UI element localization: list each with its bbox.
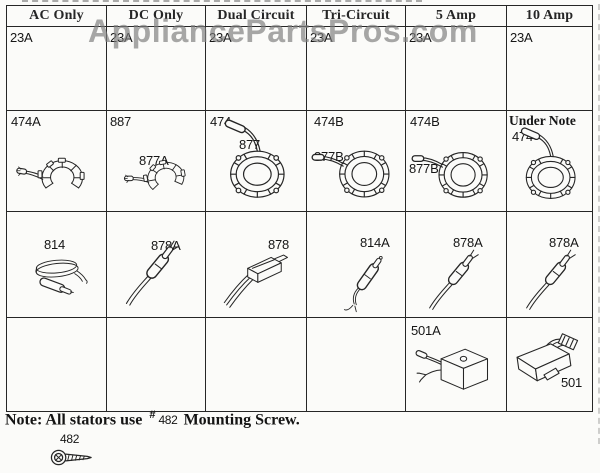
- part-number: 23A: [10, 30, 33, 45]
- column-header-dc-only: DC Only: [107, 6, 206, 27]
- table-cell: Under Note 474: [507, 111, 592, 212]
- hash-symbol: #: [149, 409, 156, 421]
- part-number: 482: [60, 432, 80, 446]
- table-cell: 474 877: [206, 111, 307, 212]
- part-number: 887: [110, 114, 132, 129]
- table-cell: [206, 318, 307, 411]
- plug-connector-drawing: [208, 234, 303, 312]
- regulator-box-drawing: [507, 322, 591, 406]
- table-cell: 23A: [7, 27, 107, 111]
- part-number: 878A: [549, 235, 579, 250]
- part-number: 23A: [110, 30, 133, 45]
- table-cell: [7, 318, 107, 411]
- wire-connector-drawing: [115, 226, 197, 312]
- table-cell: 501: [507, 318, 592, 411]
- table-cell: 23A: [406, 27, 507, 111]
- part-number: 878A: [453, 235, 483, 250]
- table-cell: 878A: [507, 212, 592, 318]
- table-cell: 878A: [107, 212, 206, 318]
- regulator-box-drawing: [406, 330, 505, 410]
- table-cell: 23A: [307, 27, 406, 111]
- table-cell: 814A: [307, 212, 406, 318]
- part-number: 23A: [209, 30, 232, 45]
- part-number: 474A: [11, 114, 41, 129]
- column-header-ac-only: AC Only: [7, 6, 107, 27]
- note-text: Note: All stators use: [5, 411, 143, 429]
- table-cell: 23A: [206, 27, 307, 111]
- column-header-10-amp: 10 Amp: [507, 6, 592, 27]
- part-number: 814A: [360, 235, 390, 250]
- table-cell: 474B 877B: [406, 111, 507, 212]
- stator-ring-drawing: [505, 127, 593, 211]
- stator-partial-drawing: [7, 131, 105, 209]
- table-cell: 887 877A: [107, 111, 206, 212]
- stator-ring-drawing: [406, 125, 503, 211]
- part-number: 877: [239, 137, 261, 152]
- wire-connector-drawing: [418, 238, 496, 314]
- column-header-dual-circuit: Dual Circuit: [206, 6, 307, 27]
- under-note-label: Under Note: [509, 113, 576, 128]
- part-number: 501: [561, 375, 583, 390]
- scan-artifact: [598, 4, 600, 444]
- part-number: 878: [268, 237, 290, 252]
- table-cell: 474B 877B: [307, 111, 406, 212]
- table-cell: 23A: [507, 27, 592, 111]
- note-part-number: 482: [158, 413, 178, 428]
- table-cell: [107, 318, 206, 411]
- table-cell: [307, 318, 406, 411]
- table-cell: 501A: [406, 318, 507, 411]
- part-number: 23A: [409, 30, 432, 45]
- part-number: 474B: [410, 114, 440, 129]
- table-cell: 23A: [107, 27, 206, 111]
- part-number: 814: [44, 237, 66, 252]
- table-cell: 878: [206, 212, 307, 318]
- stator-ring-drawing: [307, 123, 404, 211]
- column-header-5-amp: 5 Amp: [406, 6, 507, 27]
- stator-ring-drawing: [208, 119, 303, 211]
- table-cell: 814: [7, 212, 107, 318]
- part-number: 501A: [411, 323, 441, 338]
- stator-partial-drawing: [112, 130, 207, 214]
- note: Note: All stators use #482 Mounting Screw.: [5, 409, 300, 429]
- note-text: Mounting Screw.: [183, 411, 300, 429]
- part-number: 474B: [314, 114, 344, 129]
- table-cell: 474A: [7, 111, 107, 212]
- scan-artifact: [22, 0, 422, 2]
- wire-connector-drawing: [515, 238, 593, 314]
- mounting-screw-icon: [50, 446, 94, 469]
- part-number: 23A: [510, 30, 533, 45]
- table-cell: 878A: [406, 212, 507, 318]
- part-number: 23A: [310, 30, 333, 45]
- part-number: 877B: [409, 161, 439, 176]
- wire-sleeve-drawing: [329, 236, 399, 316]
- column-header-tri-circuit: Tri-Circuit: [307, 6, 406, 27]
- coiled-wire-drawing: [9, 240, 104, 310]
- parts-table: AC Only DC Only Dual Circuit Tri-Circuit…: [6, 5, 593, 412]
